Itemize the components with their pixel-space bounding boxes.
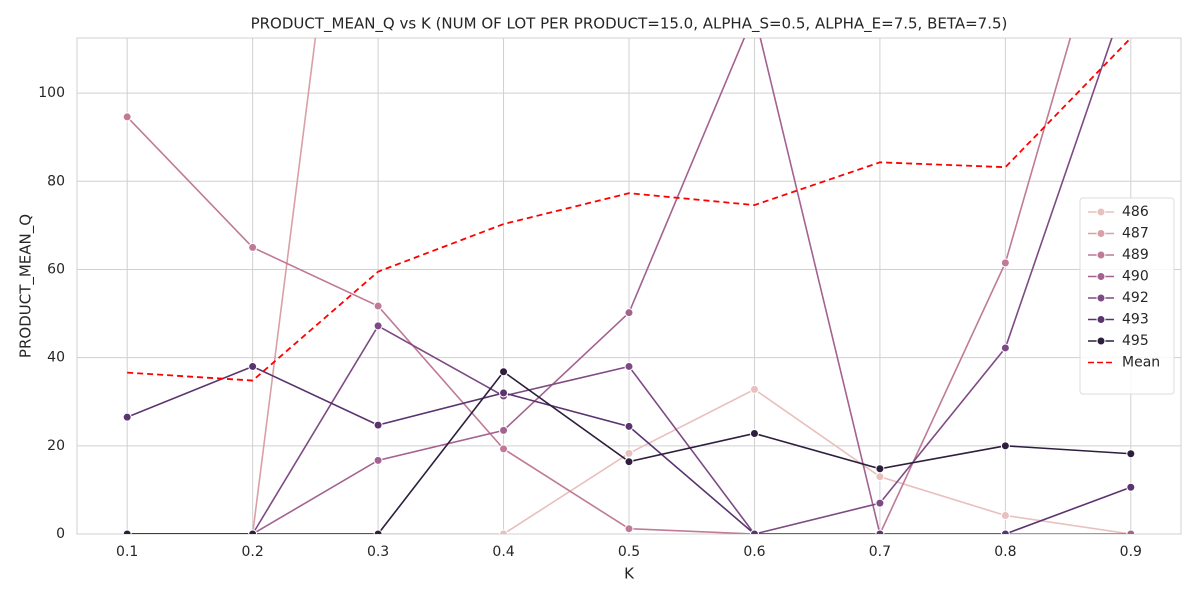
data-point xyxy=(373,301,383,311)
legend-label: 492 xyxy=(1122,290,1149,306)
data-point xyxy=(1000,441,1010,451)
legend-label: 489 xyxy=(1122,247,1149,263)
x-tick-label: 0.4 xyxy=(492,544,514,560)
legend-box xyxy=(1079,197,1175,395)
data-point xyxy=(499,367,509,377)
data-point xyxy=(373,420,383,430)
data-point xyxy=(624,361,634,371)
y-tick-label: 100 xyxy=(38,85,65,101)
x-tick-label: 0.3 xyxy=(367,544,389,560)
data-point xyxy=(122,112,132,122)
plot-frame xyxy=(76,37,1182,535)
data-point xyxy=(248,242,258,252)
data-point xyxy=(499,425,509,435)
data-point xyxy=(875,464,885,474)
x-tick-label: 0.9 xyxy=(1120,544,1142,560)
data-point xyxy=(624,448,634,458)
data-point xyxy=(499,444,509,454)
data-point xyxy=(499,388,509,398)
legend-marker xyxy=(1096,250,1106,260)
legend-marker xyxy=(1096,315,1106,324)
data-point xyxy=(248,361,258,371)
plot-area xyxy=(122,38,1136,534)
legend-marker xyxy=(1096,272,1106,281)
data-point xyxy=(1000,529,1010,534)
legend-marker xyxy=(1096,293,1106,303)
y-tick-label: 40 xyxy=(47,350,65,366)
legend-label: 487 xyxy=(1122,226,1149,242)
data-point xyxy=(499,529,509,534)
x-axis-label: K xyxy=(624,565,635,583)
x-tick-label: 0.2 xyxy=(242,544,264,560)
x-tick-label: 0.6 xyxy=(743,544,765,560)
data-point xyxy=(373,455,383,465)
y-tick-label: 20 xyxy=(47,438,65,454)
data-point xyxy=(749,384,759,394)
data-point xyxy=(248,529,258,534)
data-point xyxy=(624,421,634,431)
data-point xyxy=(749,529,759,534)
chart-title: PRODUCT_MEAN_Q vs K (NUM OF LOT PER PROD… xyxy=(251,15,1008,34)
y-tick-label: 80 xyxy=(47,173,65,189)
legend-label: 495 xyxy=(1122,333,1149,349)
legend-label: 486 xyxy=(1122,204,1149,220)
data-point xyxy=(624,524,634,534)
data-point xyxy=(122,412,132,422)
data-point xyxy=(1000,258,1010,268)
y-axis-label: PRODUCT_MEAN_Q xyxy=(17,214,36,358)
legend-marker xyxy=(1096,229,1106,238)
data-point xyxy=(875,472,885,482)
x-tick-label: 0.7 xyxy=(869,544,891,560)
data-point xyxy=(749,428,759,438)
data-point xyxy=(122,529,132,534)
x-tick-label: 0.1 xyxy=(116,544,138,560)
data-point xyxy=(373,321,383,331)
data-point xyxy=(1000,510,1010,520)
legend: 486 487 489 490 492 493 495 Mean xyxy=(1079,197,1175,395)
data-point xyxy=(373,529,383,534)
legend-marker xyxy=(1096,207,1106,217)
data-point xyxy=(875,498,885,508)
y-tick-label: 0 xyxy=(56,526,65,542)
legend-label: Mean xyxy=(1122,355,1160,371)
series-line xyxy=(127,38,1132,382)
y-tick-label: 60 xyxy=(47,261,65,277)
data-point xyxy=(1126,449,1136,459)
x-tick-label: 0.5 xyxy=(618,544,640,560)
legend-label: 493 xyxy=(1122,312,1149,328)
data-point xyxy=(1126,529,1136,534)
legend-marker xyxy=(1096,336,1106,346)
data-point xyxy=(624,457,634,467)
data-point xyxy=(1126,482,1136,492)
legend-label: 490 xyxy=(1122,269,1149,285)
data-point xyxy=(875,529,885,534)
x-tick-label: 0.8 xyxy=(994,544,1016,560)
data-point xyxy=(624,308,634,318)
data-point xyxy=(1000,343,1010,353)
